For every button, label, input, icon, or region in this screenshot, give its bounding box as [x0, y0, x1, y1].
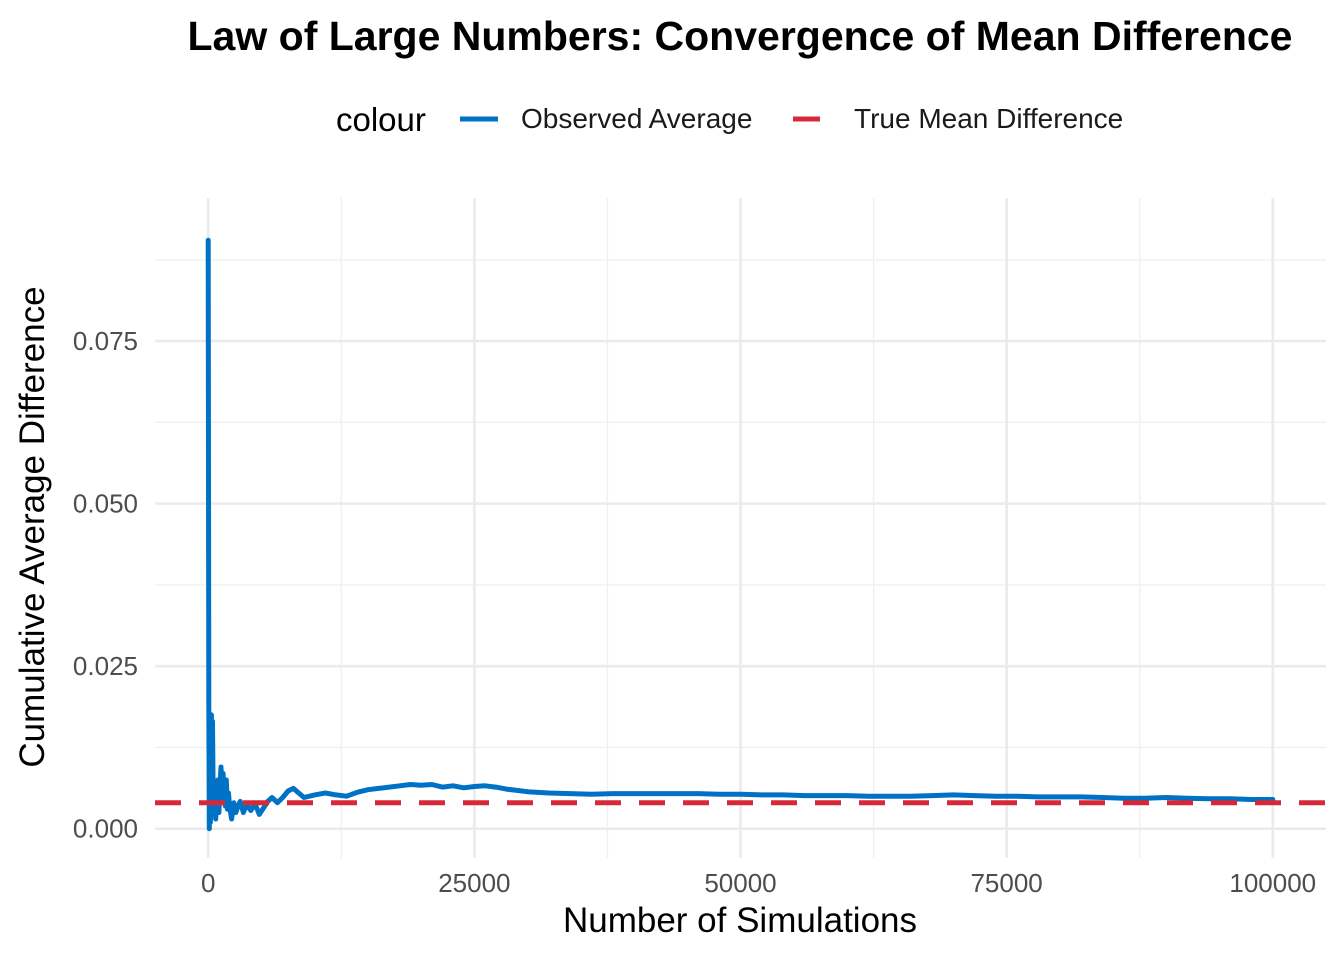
- x-tick-label: 0: [201, 868, 215, 898]
- legend-label-true-mean-difference: True Mean Difference: [854, 103, 1123, 134]
- legend: colour Observed Average True Mean Differ…: [336, 101, 1123, 138]
- x-tick-label: 75000: [970, 868, 1042, 898]
- observed-average-line: [205, 237, 1276, 832]
- x-tick-label: 50000: [704, 868, 776, 898]
- y-tick-label: 0.075: [73, 326, 138, 356]
- y-axis-tick-labels: 0.000 0.025 0.050 0.075: [73, 326, 138, 844]
- x-axis-label: Number of Simulations: [563, 901, 917, 940]
- x-tick-label: 25000: [438, 868, 510, 898]
- x-tick-label: 100000: [1229, 868, 1316, 898]
- chart-title: Law of Large Numbers: Convergence of Mea…: [188, 13, 1293, 59]
- major-gridlines: [155, 198, 1326, 858]
- y-tick-label: 0.050: [73, 489, 138, 519]
- y-tick-label: 0.025: [73, 651, 138, 681]
- legend-label-observed-average: Observed Average: [521, 103, 752, 134]
- plot-area: [155, 237, 1326, 832]
- x-axis-tick-labels: 0 25000 50000 75000 100000: [201, 868, 1316, 898]
- y-axis-label: Cumulative Average Difference: [13, 286, 52, 767]
- legend-title: colour: [336, 101, 426, 138]
- y-tick-label: 0.000: [73, 814, 138, 844]
